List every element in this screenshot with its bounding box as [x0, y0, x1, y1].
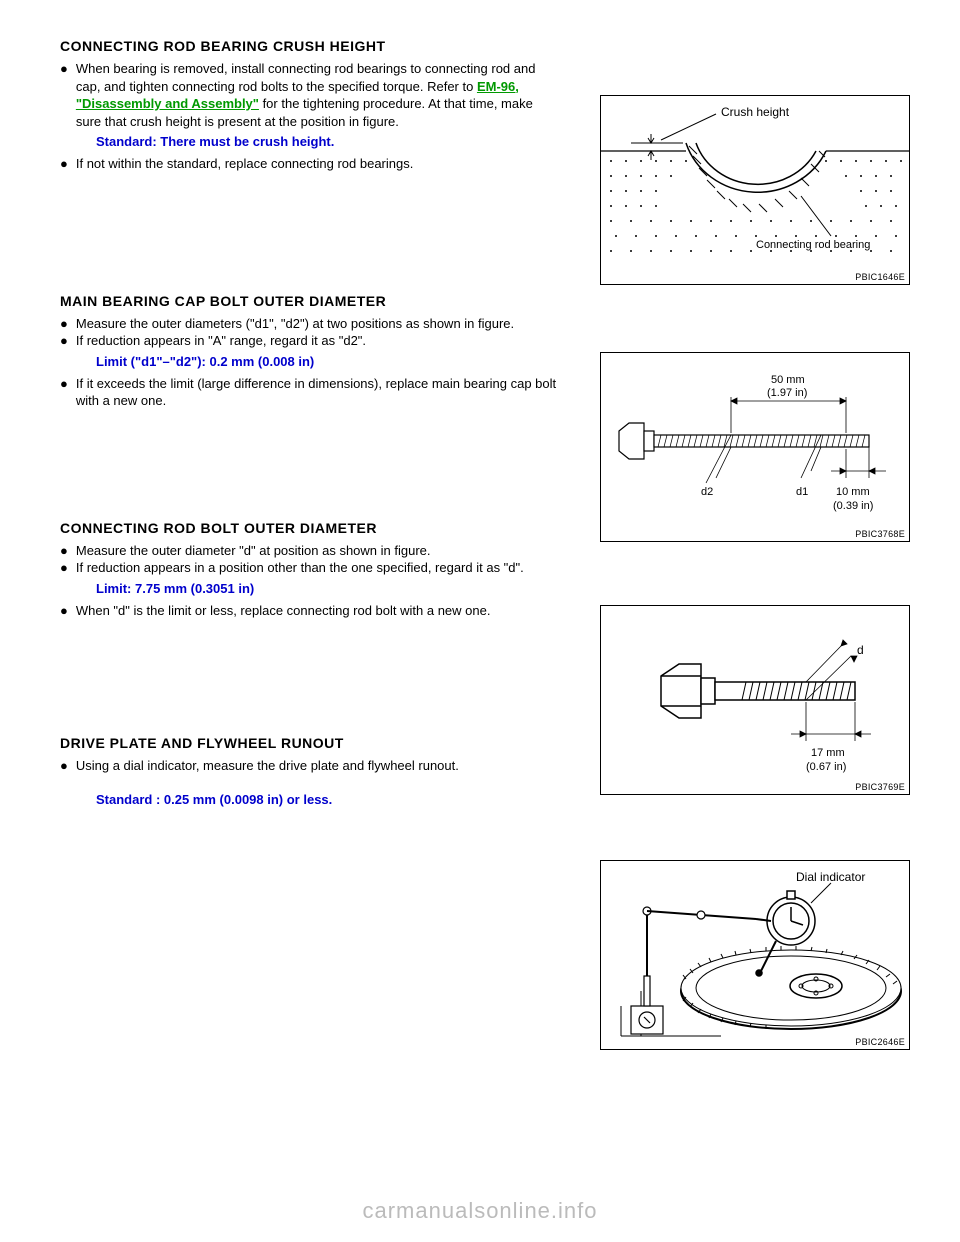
label-crush-height: Crush height — [721, 105, 790, 119]
bullet-icon: ● — [60, 602, 68, 620]
figure-connecting-rod-bolt: d 17 mm (0.67 in) PBIC3769E — [600, 605, 910, 795]
bullet-icon: ● — [60, 559, 68, 577]
section-title: CONNECTING ROD BEARING CRUSH HEIGHT — [60, 38, 910, 54]
bullet-item: ● If reduction appears in "A" range, reg… — [60, 332, 560, 350]
limit-value: Limit: 7.75 mm (0.3051 in) — [96, 581, 910, 596]
svg-text:d2: d2 — [701, 486, 713, 498]
crush-height-diagram: Crush height Connecting rod bearing — [601, 96, 909, 284]
bullet-item: ● If reduction appears in a position oth… — [60, 559, 560, 577]
bullet-icon: ● — [60, 375, 68, 410]
bullet-icon: ● — [60, 542, 68, 560]
svg-text:17 mm: 17 mm — [811, 747, 845, 759]
svg-text:10 mm: 10 mm — [836, 486, 870, 498]
bullet-item: ● If it exceeds the limit (large differe… — [60, 375, 560, 410]
bullet-icon: ● — [60, 757, 68, 775]
section-title: MAIN BEARING CAP BOLT OUTER DIAMETER — [60, 293, 910, 309]
bullet-item: ● Measure the outer diameters ("d1", "d2… — [60, 315, 560, 333]
svg-text:d: d — [857, 643, 864, 657]
svg-text:(0.67 in): (0.67 in) — [806, 761, 846, 773]
label-bearing: Connecting rod bearing — [756, 239, 870, 251]
body-text: When "d" is the limit or less, replace c… — [76, 602, 491, 620]
body-text: Measure the outer diameters ("d1", "d2")… — [76, 315, 514, 333]
figure-main-bearing-bolt: 50 mm (1.97 in) d2 d1 10 mm (0.39 in) PB… — [600, 352, 910, 542]
svg-text:d1: d1 — [796, 486, 808, 498]
figure-flywheel-runout: Dial indicator PBIC2646E — [600, 860, 910, 1050]
bullet-icon: ● — [60, 332, 68, 350]
bullet-icon: ● — [60, 315, 68, 333]
svg-text:50 mm: 50 mm — [771, 374, 805, 386]
svg-text:Dial indicator: Dial indicator — [796, 870, 865, 884]
watermark: carmanualsonline.info — [0, 1198, 960, 1224]
body-text: Measure the outer diameter "d" at positi… — [76, 542, 431, 560]
svg-text:(1.97 in): (1.97 in) — [767, 387, 807, 399]
body-text: If not within the standard, replace conn… — [76, 155, 414, 173]
bullet-item: ● If not within the standard, replace co… — [60, 155, 560, 173]
body-text: When bearing is removed, install connect… — [76, 61, 536, 94]
bullet-item: ● Using a dial indicator, measure the dr… — [60, 757, 560, 775]
bolt-diagram-1: 50 mm (1.97 in) d2 d1 10 mm (0.39 in) — [601, 353, 909, 541]
figure-code: PBIC2646E — [855, 1037, 905, 1047]
svg-text:(0.39 in): (0.39 in) — [833, 500, 873, 512]
figure-code: PBIC3768E — [855, 529, 905, 539]
bullet-icon: ● — [60, 60, 68, 130]
body-text: If reduction appears in a position other… — [76, 559, 524, 577]
bullet-icon: ● — [60, 155, 68, 173]
figure-crush-height: Crush height Connecting rod bearing PBIC… — [600, 95, 910, 285]
figure-code: PBIC1646E — [855, 272, 905, 282]
bullet-item: ● When "d" is the limit or less, replace… — [60, 602, 560, 620]
body-text: If reduction appears in "A" range, regar… — [76, 332, 366, 350]
figure-code: PBIC3769E — [855, 782, 905, 792]
body-text: Using a dial indicator, measure the driv… — [76, 757, 459, 775]
body-text: If it exceeds the limit (large differenc… — [76, 375, 560, 410]
bullet-item: ● When bearing is removed, install conne… — [60, 60, 560, 130]
bolt-diagram-2: d 17 mm (0.67 in) — [601, 606, 909, 794]
bullet-item: ● Measure the outer diameter "d" at posi… — [60, 542, 560, 560]
dial-indicator-diagram: Dial indicator — [601, 861, 909, 1049]
